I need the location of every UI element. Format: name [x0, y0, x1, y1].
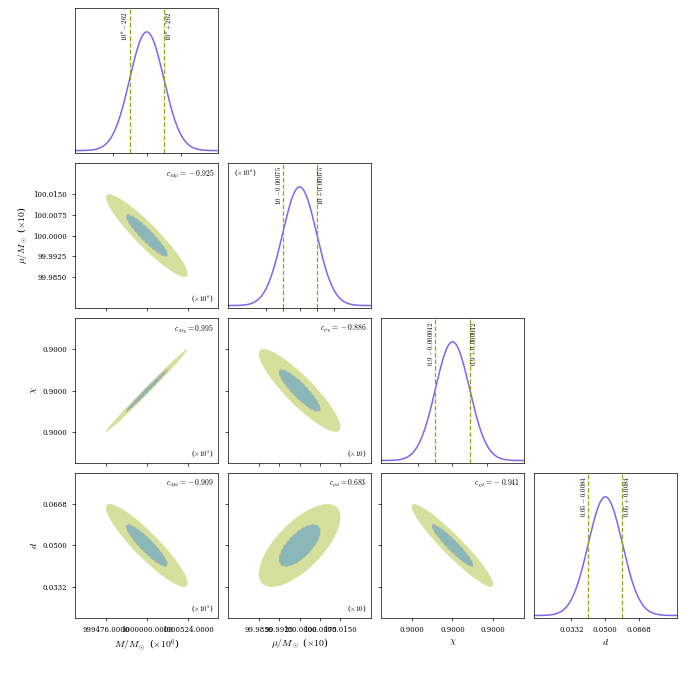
Ellipse shape: [126, 525, 167, 566]
Text: $0.05 + 0.0084$: $0.05 + 0.0084$: [623, 476, 632, 517]
Text: $c_{\mu d} = 0.683$: $c_{\mu d} = 0.683$: [329, 477, 366, 490]
Text: ($\times10$): ($\times10$): [347, 448, 366, 458]
Y-axis label: $\chi$: $\chi$: [29, 386, 40, 394]
Y-axis label: $\mu/M_\odot$ ($\times10$): $\mu/M_\odot$ ($\times10$): [16, 206, 31, 264]
Ellipse shape: [126, 215, 167, 256]
Ellipse shape: [279, 370, 320, 411]
X-axis label: $\chi$: $\chi$: [449, 637, 456, 647]
Text: ($\times10$): ($\times10$): [347, 603, 366, 614]
Text: $0.05 - 0.0084$: $0.05 - 0.0084$: [580, 476, 588, 517]
Text: $10 - 0.00075$: $10 - 0.00075$: [273, 166, 283, 205]
Ellipse shape: [432, 525, 473, 566]
X-axis label: $\mu/M_\odot$ ($\times10$): $\mu/M_\odot$ ($\times10$): [271, 637, 329, 651]
Ellipse shape: [106, 349, 188, 432]
Text: $c_{M\mu} = -0.925$: $c_{M\mu} = -0.925$: [166, 168, 214, 181]
Text: $c_{\mu\chi} = -0.886$: $c_{\mu\chi} = -0.886$: [320, 323, 366, 334]
Text: $0.9 + 0.000042$: $0.9 + 0.000042$: [469, 321, 479, 365]
Ellipse shape: [259, 504, 340, 587]
Text: $10^6 + 262$: $10^6 + 262$: [164, 11, 174, 41]
Ellipse shape: [106, 504, 188, 587]
Text: ($\times10^6$): ($\times10^6$): [234, 168, 256, 178]
Y-axis label: $d$: $d$: [29, 542, 40, 549]
Ellipse shape: [279, 525, 320, 566]
Text: $0.9 - 0.000042$: $0.9 - 0.000042$: [427, 321, 436, 365]
Text: $10 + 0.00075$: $10 + 0.00075$: [316, 166, 326, 205]
Text: ($\times10^6$): ($\times10^6$): [191, 293, 214, 304]
Text: $c_{\chi d} = -0.941$: $c_{\chi d} = -0.941$: [473, 477, 520, 490]
Text: ($\times10^5$): ($\times10^5$): [191, 448, 214, 458]
Ellipse shape: [412, 504, 493, 587]
Text: ($\times10^5$): ($\times10^5$): [191, 603, 214, 614]
Text: $c_{Md} = -0.909$: $c_{Md} = -0.909$: [166, 477, 214, 489]
X-axis label: $M/M_\odot$ ($\times10^6$): $M/M_\odot$ ($\times10^6$): [114, 637, 179, 653]
Ellipse shape: [106, 194, 188, 277]
Text: $c_{M\chi} = 0.995$: $c_{M\chi} = 0.995$: [174, 323, 214, 335]
Text: $10^6 - 262$: $10^6 - 262$: [120, 11, 129, 41]
Ellipse shape: [259, 349, 340, 432]
X-axis label: $d$: $d$: [602, 637, 609, 647]
Ellipse shape: [126, 370, 167, 411]
